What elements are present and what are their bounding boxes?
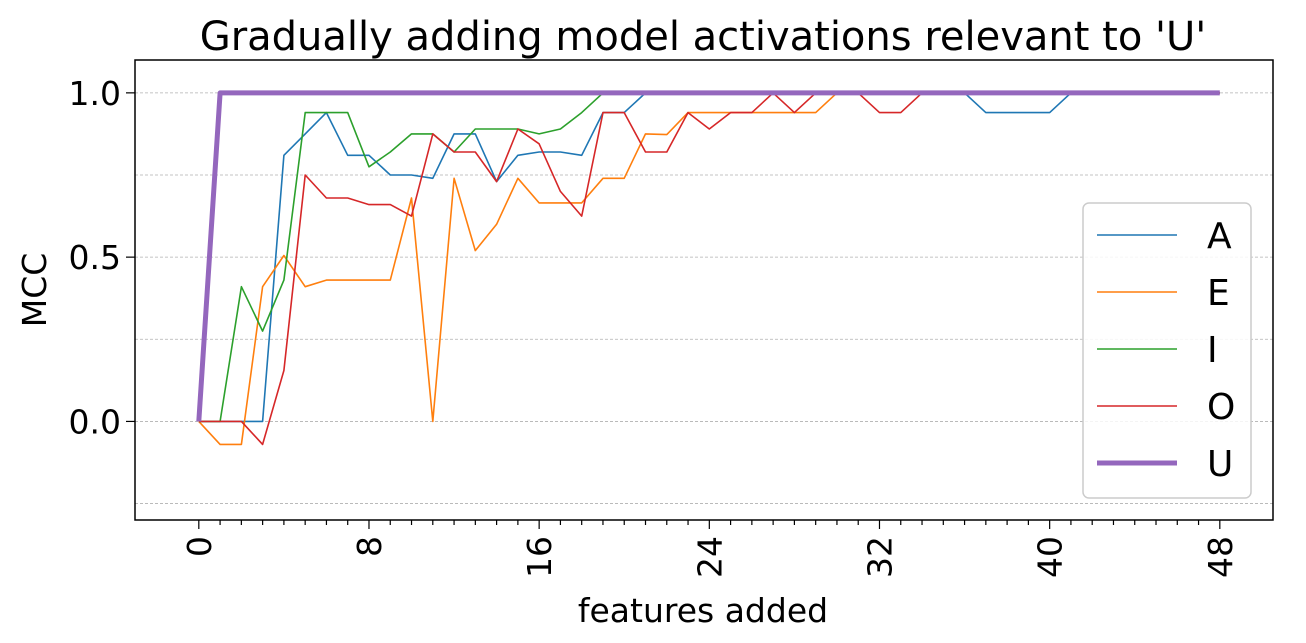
chart-title: Gradually adding model activations relev… [200,14,1207,60]
legend-label: I [1207,330,1218,371]
x-axis: 0 8 16 24 32 40 48 [180,520,1240,578]
series-line-e [198,92,1220,446]
x-axis-label: features added [578,591,828,630]
legend-box [1082,202,1252,499]
legend-label: E [1207,273,1230,314]
x-tick-label: 16 [520,536,559,578]
plot-frame [134,59,1274,521]
series-line-o [198,92,1220,446]
y-tick-label: 0.5 [69,238,121,277]
x-tick-label: 8 [350,536,389,557]
series-lines [196,90,1220,446]
x-tick-label: 48 [1201,536,1240,578]
x-tick-label: 24 [690,536,729,578]
y-tick-label: 1.0 [69,74,121,113]
legend-label: A [1207,216,1232,257]
legend-label: O [1207,387,1235,428]
y-axis: 0.0 0.5 1.0 [69,74,135,441]
y-tick-label: 0.0 [69,402,121,441]
series-line-u [196,90,1220,422]
y-axis-label: MCC [15,253,54,328]
x-tick-label: 0 [180,536,219,557]
legend-label: U [1207,444,1233,485]
x-tick-label: 40 [1031,536,1070,578]
x-tick-label: 32 [860,536,899,578]
